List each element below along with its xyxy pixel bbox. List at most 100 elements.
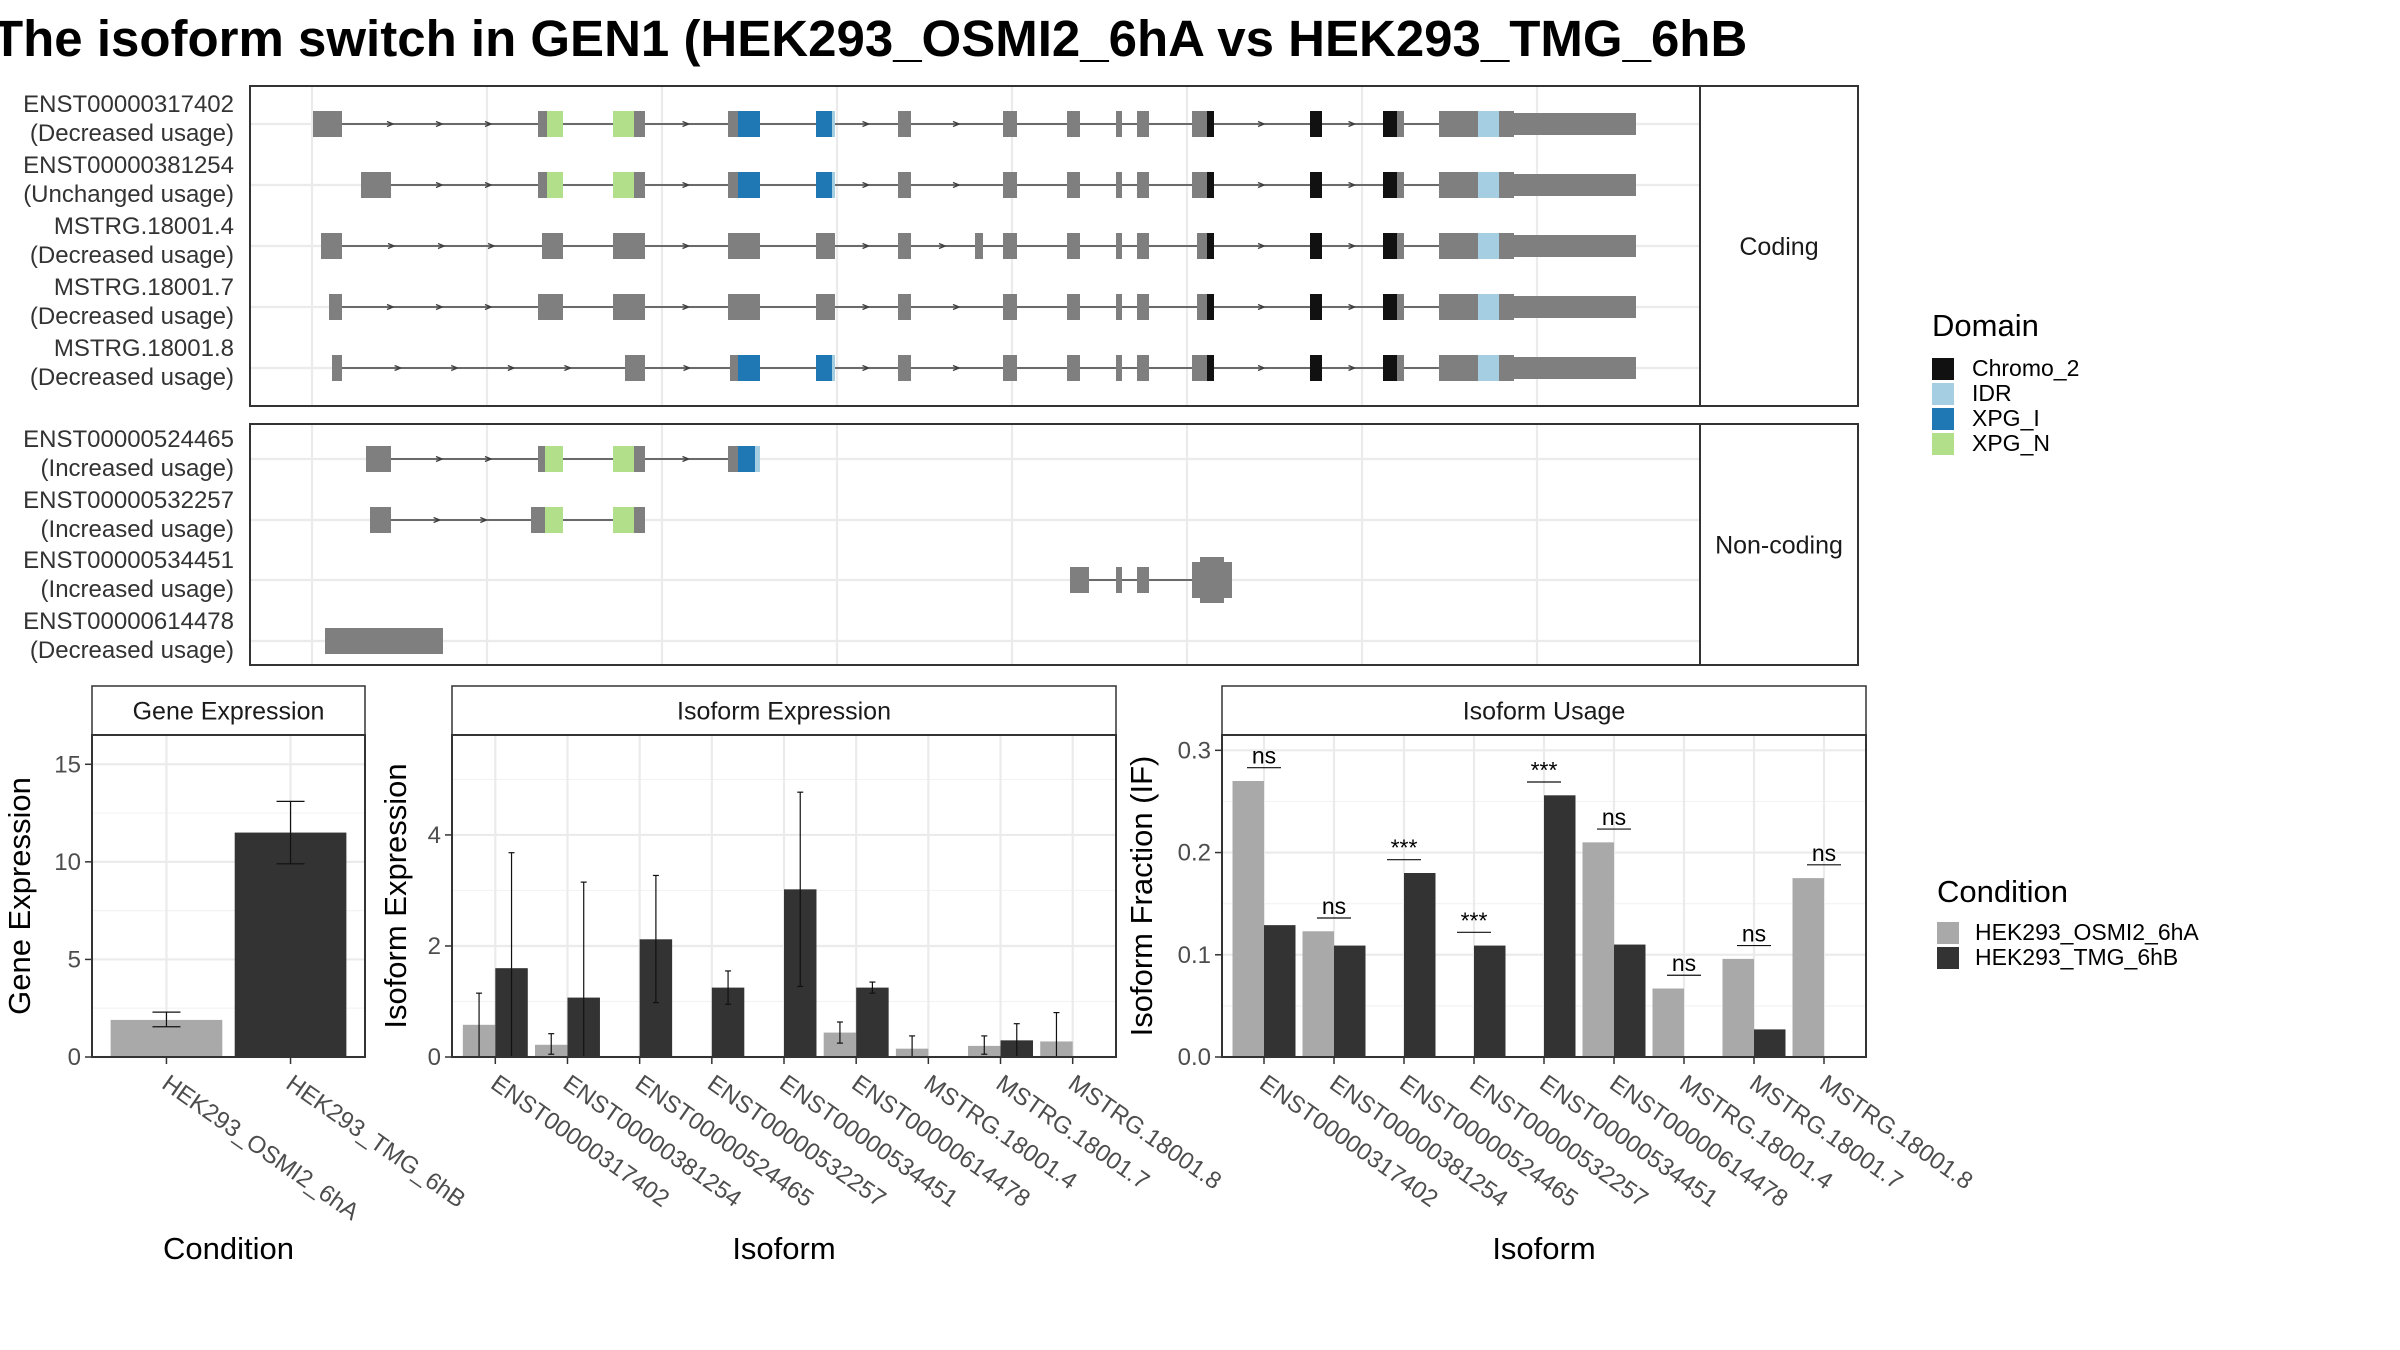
exon	[1514, 357, 1636, 379]
domain-segment	[1486, 355, 1499, 381]
exon	[1514, 174, 1636, 196]
facet-strip	[451, 685, 1117, 736]
intron-arrow	[682, 120, 691, 128]
domain-segment	[613, 172, 634, 198]
y-tick-label: 0.0	[1178, 1044, 1211, 1071]
transcript-model	[366, 446, 760, 472]
intron-arrow	[682, 242, 691, 250]
domain-segment	[738, 446, 755, 472]
domain-segment	[832, 172, 835, 198]
intron-arrow	[435, 455, 444, 463]
exon	[1192, 355, 1207, 381]
legend-label: IDR	[1972, 380, 2012, 406]
significance-label: ***	[1391, 835, 1418, 861]
exon	[1397, 355, 1404, 381]
exon	[1439, 294, 1478, 320]
exon	[538, 294, 563, 320]
y-axis-title: Gene Expression	[2, 777, 37, 1015]
y-tick-label: 2	[428, 933, 441, 960]
domain-segment	[613, 111, 634, 137]
domain-segment	[1383, 294, 1397, 320]
intron-arrow	[1348, 181, 1357, 189]
exon	[730, 355, 738, 381]
isoform-usage-chart: Isoform Usage ns ns *** *** *** ns ns ns ns 0.0 0.1…	[1124, 685, 1978, 1266]
exon	[1067, 172, 1080, 198]
exon	[1137, 111, 1149, 137]
domain-segment	[1478, 355, 1486, 381]
panel-background	[250, 424, 1700, 665]
exon	[1067, 294, 1080, 320]
exon	[613, 294, 645, 320]
transcript-model	[1070, 557, 1232, 603]
isoform-usage-label: (Decreased usage)	[30, 303, 234, 330]
exon	[1137, 294, 1149, 320]
exon	[1197, 233, 1207, 259]
significance-label: ns	[1672, 950, 1696, 976]
facet-strip	[1699, 85, 1859, 407]
domain-segment	[1486, 172, 1499, 198]
domain-segment	[1383, 172, 1397, 198]
legend-label: HEK293_TMG_6hB	[1975, 944, 2178, 970]
isoform-id-label: ENST00000532257	[23, 487, 234, 514]
domain-segment	[1207, 294, 1214, 320]
legend-key	[1932, 358, 1954, 380]
isoform-usage-label: (Increased usage)	[41, 516, 234, 543]
domain-segment	[1310, 172, 1322, 198]
intron-arrow	[435, 120, 444, 128]
transcript-model	[325, 628, 443, 654]
chart-title: Isoform Usage	[1463, 698, 1626, 726]
isoform-id-label: ENST00000524465	[23, 426, 234, 453]
isoform-id-label: MSTRG.18001.7	[54, 274, 234, 301]
intron-arrow	[480, 516, 489, 524]
intron-arrow	[1348, 364, 1357, 372]
isoform-usage-label: (Decreased usage)	[30, 637, 234, 664]
intron-arrow	[484, 455, 493, 463]
exon	[538, 111, 547, 137]
exon	[1499, 233, 1514, 259]
facet-strip-label: Non-coding	[1715, 532, 1843, 560]
exon	[1514, 296, 1636, 318]
bar	[856, 987, 889, 1057]
exon	[1397, 172, 1404, 198]
bar	[1722, 958, 1754, 1057]
significance-label: ns	[1812, 840, 1836, 866]
intron-arrow	[682, 303, 691, 311]
domain-segment	[1478, 111, 1486, 137]
intron-arrow	[952, 120, 961, 128]
exon	[1067, 233, 1080, 259]
significance-label: ***	[1531, 757, 1558, 783]
y-tick-label: 10	[54, 849, 81, 876]
legend-label: XPG_N	[1972, 430, 2050, 456]
x-axis-title: Isoform	[1492, 1231, 1595, 1266]
exon	[1003, 172, 1017, 198]
domain-segment	[816, 172, 832, 198]
legend-label: HEK293_OSMI2_6hA	[1975, 919, 2199, 945]
exon	[1439, 233, 1478, 259]
intron-arrow	[862, 120, 871, 128]
exon	[1137, 355, 1149, 381]
isoform-id-label: ENST00000534451	[23, 547, 234, 574]
exon	[1499, 172, 1514, 198]
transcript-model	[313, 111, 1636, 137]
exon	[1003, 294, 1017, 320]
exon	[898, 111, 911, 137]
domain-segment	[832, 355, 835, 381]
intron-arrow	[435, 181, 444, 189]
x-axis-title: Isoform	[732, 1231, 835, 1266]
significance-label: ns	[1602, 804, 1626, 830]
intron-arrow	[952, 364, 961, 372]
exon	[1137, 233, 1149, 259]
exon	[728, 233, 760, 259]
isoform-usage-label: (Increased usage)	[41, 455, 234, 482]
x-tick-label: HEK293_OSMI2_6hA	[157, 1070, 364, 1226]
transcript-model	[321, 233, 1636, 259]
exon	[1499, 111, 1514, 137]
legend-key	[1932, 408, 1954, 430]
exon	[1070, 567, 1089, 593]
facet-strip-border	[1699, 85, 1859, 407]
exon	[634, 507, 645, 533]
exon	[898, 172, 911, 198]
exon	[332, 355, 342, 381]
